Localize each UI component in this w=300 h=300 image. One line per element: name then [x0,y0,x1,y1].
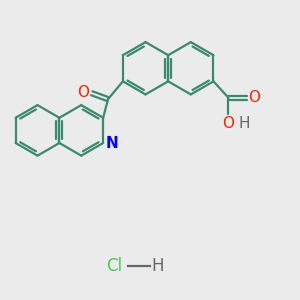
Text: H: H [151,257,164,275]
Text: Cl: Cl [106,257,122,275]
Text: O: O [77,85,89,100]
Text: O: O [222,116,234,130]
Text: H: H [239,116,250,130]
Text: O: O [248,90,260,105]
Text: N: N [106,136,118,151]
